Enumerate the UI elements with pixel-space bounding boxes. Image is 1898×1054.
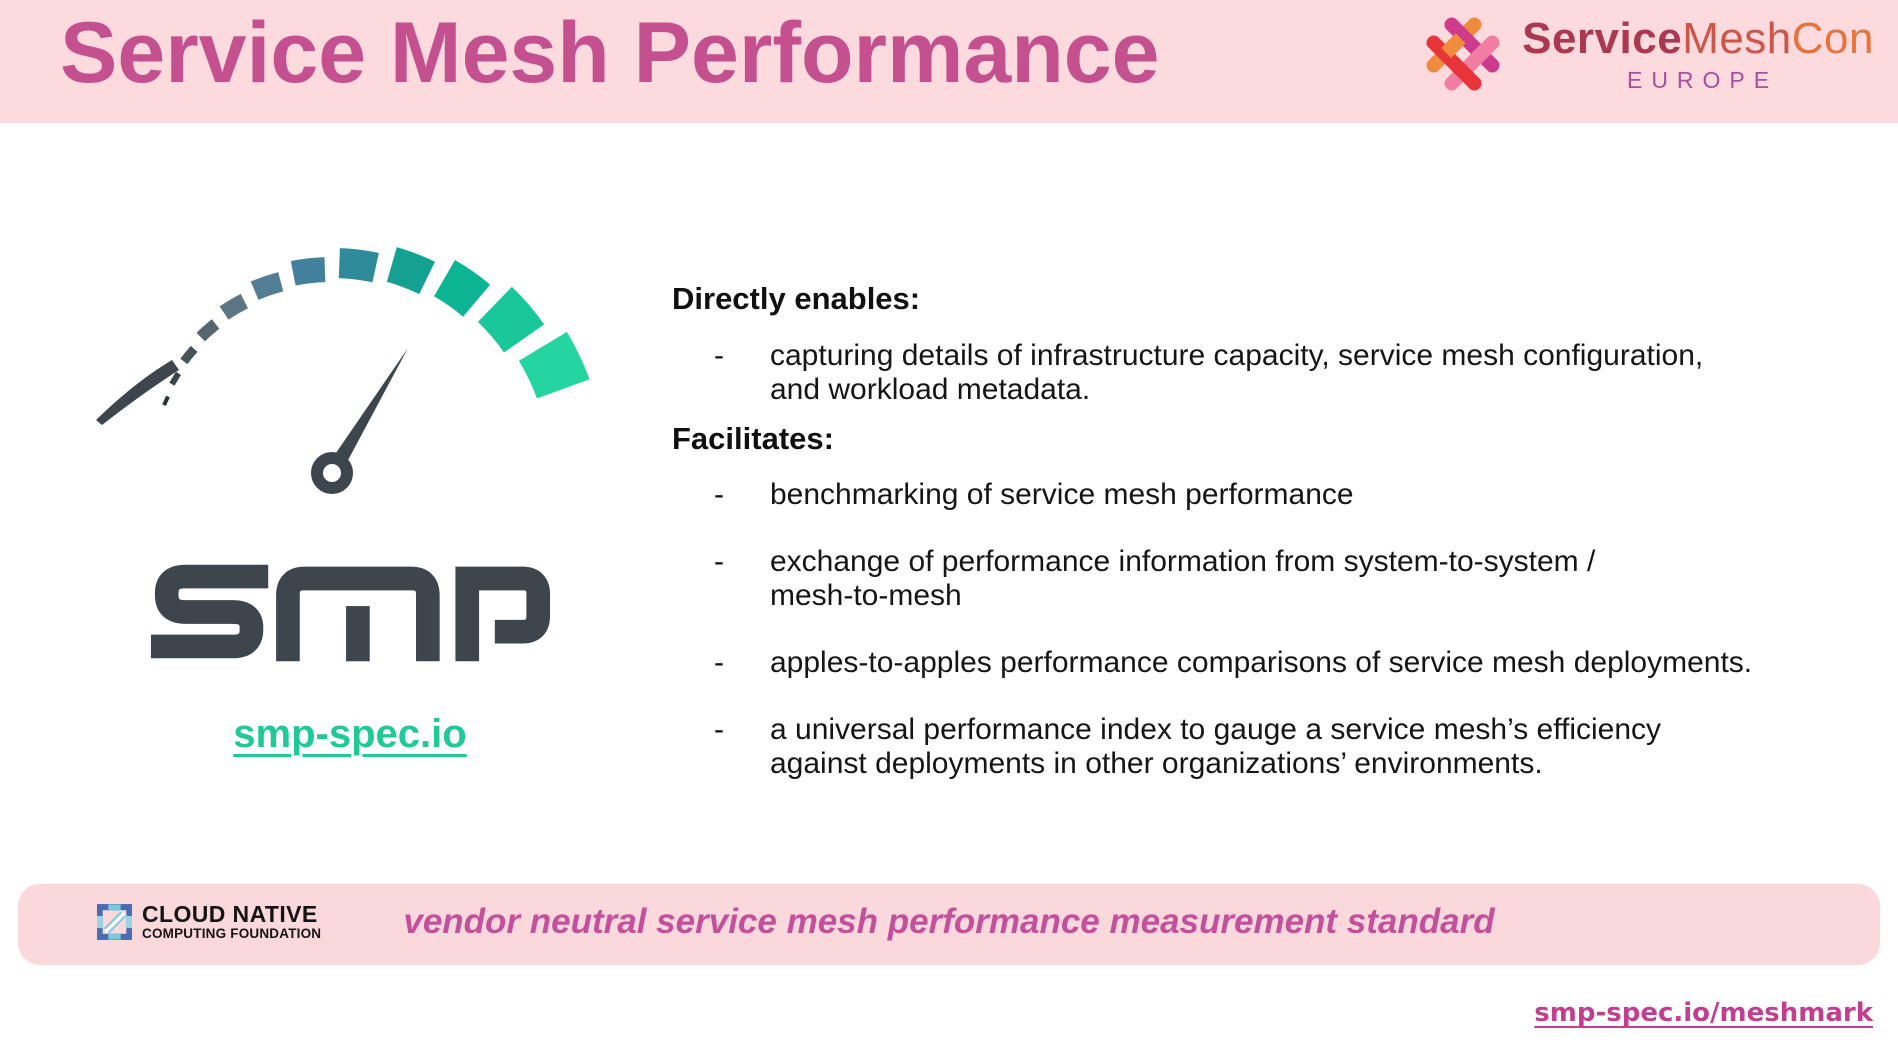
gauge-segment [338,248,379,283]
conference-name: ServiceMeshCon [1522,14,1874,64]
header-band: Service Mesh Performance ServiceMeshCon … [0,0,1898,123]
conference-name-block: ServiceMeshCon EUROPE [1522,14,1874,94]
smp-letter-p [455,566,551,662]
gauge-arc-segments [162,247,590,406]
gauge-segment [180,345,198,365]
bullet-dash: - [714,478,724,511]
smp-letter-m [276,566,440,662]
bullet-line: capturing details of infrastructure capa… [770,339,1704,372]
smp-letter-s [150,564,269,659]
footer-banner: CLOUD NATIVE COMPUTING FOUNDATION vendor… [18,884,1880,965]
smp-link-wrap: smp-spec.io [148,712,552,757]
bullet-item: - capturing details of infrastructure ca… [672,339,1842,407]
cncf-logo: CLOUD NATIVE COMPUTING FOUNDATION [97,903,321,941]
section-facilitates: Facilitates: - benchmarking of service m… [672,421,1842,814]
gauge-segment [219,293,248,320]
gauge-segment [162,395,170,406]
gauge-segment [196,319,220,342]
bullet-line: and workload metadata. [770,373,1091,406]
bullet-line: mesh-to-mesh [770,579,962,612]
section-directly-enables: Directly enables: - capturing details of… [672,281,1842,440]
bullet-item: - apples-to-apples performance compariso… [672,646,1842,680]
bullet-text: exchange of performance information from… [770,545,1595,613]
section-heading: Facilitates: [672,421,834,456]
bullet-line: exchange of performance information from… [770,545,1596,578]
bullet-text: benchmarking of service mesh performance [770,478,1354,512]
page-title: Service Mesh Performance [60,5,1160,101]
conference-name-mesh: Mesh [1682,14,1792,63]
bullet-line: apples-to-apples performance comparisons… [770,646,1753,679]
cncf-subtitle: COMPUTING FOUNDATION [142,926,322,941]
smp-spec-link[interactable]: smp-spec.io [233,712,467,756]
gauge-needle-icon [325,348,408,477]
gauge-segment [518,331,590,399]
bullet-text: a universal performance index to gauge a… [770,713,1661,781]
cncf-text-block: CLOUD NATIVE COMPUTING FOUNDATION [142,901,322,942]
bullet-item: - benchmarking of service mesh performan… [672,478,1842,512]
bullet-item: - exchange of performance information fr… [672,545,1842,613]
tagline: vendor neutral service mesh performance … [403,902,1495,941]
gauge-segment [477,286,545,353]
cncf-name: CLOUD NATIVE [142,901,318,927]
section-heading: Directly enables: [672,281,921,316]
bullet-line: a universal performance index to gauge a… [770,713,1662,746]
cncf-icon [97,904,132,940]
bullet-line: against deployments in other organizatio… [770,747,1543,780]
gauge-segment [290,257,326,286]
servicemeshcon-weave-icon [1426,17,1500,91]
gauge-tail-whisker [96,360,179,425]
gauge-hub-icon [311,452,353,494]
gauge-segment [386,247,435,295]
bullet-dash: - [714,713,724,746]
gauge-segment [434,260,491,317]
meshmark-link-wrap: smp-spec.io/meshmark [1534,998,1873,1028]
conference-name-service: Service [1522,14,1683,63]
meshmark-link[interactable]: smp-spec.io/meshmark [1534,998,1873,1028]
bullet-line: benchmarking of service mesh performance [770,478,1354,511]
conference-name-con: Con [1791,14,1874,63]
bullet-item: - a universal performance index to gauge… [672,713,1842,781]
bullet-dash: - [714,339,724,372]
conference-logo: ServiceMeshCon EUROPE [1416,7,1874,101]
smp-wordmark [150,564,551,662]
bullet-dash: - [714,545,724,578]
bullet-text: apples-to-apples performance comparisons… [770,646,1752,680]
bullet-dash: - [714,646,724,679]
gauge-segment [250,272,284,300]
smp-letter-m-stem [346,606,370,662]
bullet-text: capturing details of infrastructure capa… [770,339,1703,407]
smp-gauge-icon [96,247,590,494]
gauge-segment [169,371,181,386]
conference-region: EUROPE [1626,67,1779,93]
